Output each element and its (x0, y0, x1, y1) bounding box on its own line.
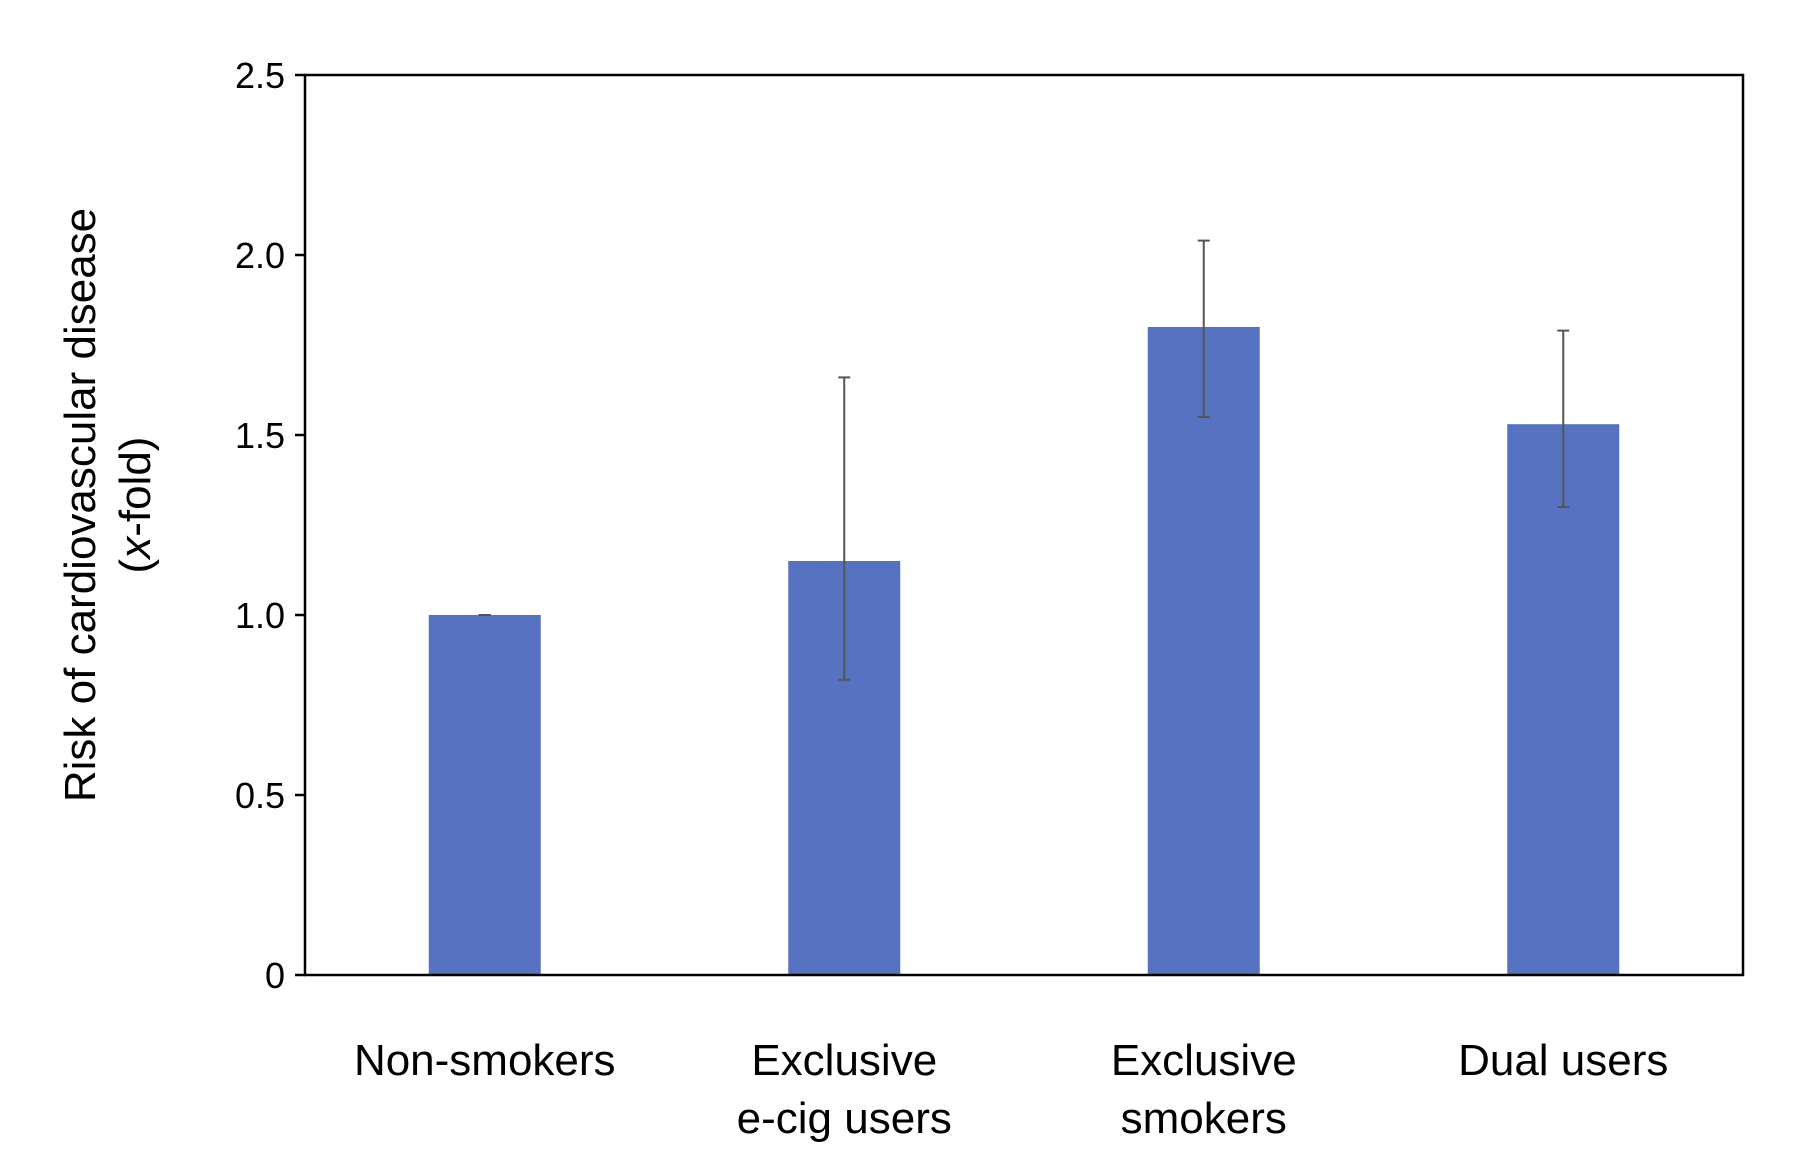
category-label: Non-smokers (354, 1036, 616, 1085)
error-bar (1557, 329, 1570, 508)
error-bar (1197, 239, 1210, 418)
category-labels: Non-smokers Exclusive e-cig users Exclusive… (354, 1036, 1668, 1143)
category-label: Exclusive (1111, 1036, 1297, 1085)
y-tick-label: 0 (265, 955, 285, 996)
bars (428, 327, 1620, 975)
y-tick-label: 0.5 (235, 775, 285, 816)
category-label: smokers (1121, 1094, 1287, 1143)
y-tick-label: 1.0 (235, 595, 285, 636)
error-bar (838, 376, 851, 681)
bar (1507, 424, 1620, 975)
y-axis-title-line2: (x-fold) (111, 437, 160, 574)
error-bars (478, 239, 1570, 681)
bar (428, 615, 541, 975)
category-label: e-cig users (737, 1094, 952, 1143)
plot-frame (303, 73, 1745, 977)
category-label: Exclusive (751, 1036, 937, 1085)
y-tick-label: 1.5 (235, 415, 285, 456)
y-tick-label: 2.5 (235, 55, 285, 96)
y-axis-title-line1: Risk of cardiovascular disease (56, 208, 105, 802)
category-label: Dual users (1458, 1036, 1668, 1085)
bar (1147, 327, 1260, 975)
y-axis-ticks: 0 0.5 1.0 1.5 2.0 2.5 (235, 55, 305, 996)
y-axis-title: Risk of cardiovascular disease (x-fold) (56, 208, 160, 802)
y-tick-label: 2.0 (235, 235, 285, 276)
